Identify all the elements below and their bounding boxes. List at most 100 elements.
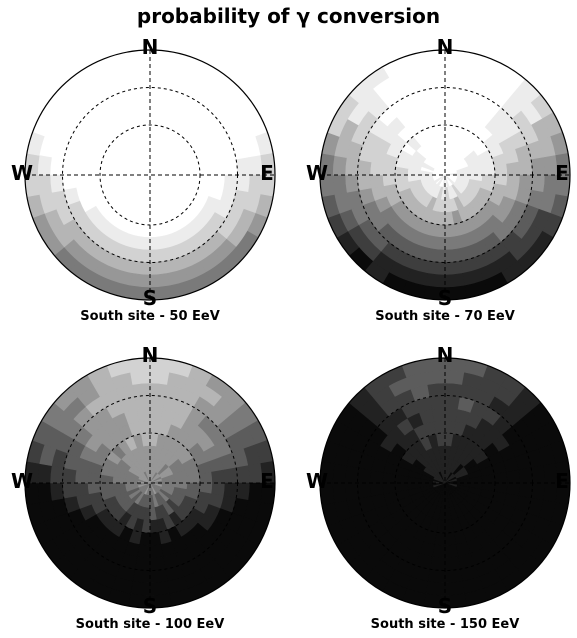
heatmap-cell [74,482,89,497]
panel-caption: South site - 150 EeV [370,617,520,632]
heatmap-cell [332,482,347,503]
heatmap-cell [223,482,238,499]
heatmap-cell [235,157,251,176]
heatmap-cells [24,357,276,609]
heatmap-cell [211,469,226,484]
heatmap-cell [87,482,102,495]
heatmap-cell [132,382,151,398]
heatmap-cell [421,162,435,172]
heatmap-cell [62,467,77,484]
heatmap-cell [357,159,372,176]
heatmap-cell [332,174,347,195]
card-west: W [305,469,329,493]
card-north: N [436,35,454,59]
heatmap-cell [530,174,546,193]
heatmap-cell [344,157,360,176]
card-north: N [141,35,159,59]
heatmap-cell [444,248,461,263]
card-south: S [437,286,453,310]
heatmap-cell [235,174,251,193]
heatmap-cell [444,382,463,398]
panel-100-eev: N E S W South site - 100 EeV [11,343,280,638]
card-west: W [10,161,34,185]
heatmap-cell [444,370,465,385]
heatmap-cell [444,395,461,410]
heatmap-cell [425,370,446,385]
heatmap-cell [382,482,397,495]
heatmap-cell [357,174,372,191]
heatmap-cell [132,568,151,584]
heatmap-cell [444,544,459,559]
heatmap-cell [130,370,151,385]
heatmap-cell [37,174,52,195]
heatmap-cell [433,420,446,435]
heatmap-cell [357,467,372,484]
polar-plot-100-eev [24,357,276,609]
figure-title: probability of γ conversion [136,4,441,28]
heatmap-cell [134,248,151,263]
heatmap-cell [444,223,457,238]
heatmap-cell [357,482,372,499]
heatmap-cell [444,260,463,276]
heatmap-cell [235,482,251,501]
heatmap-cell [344,482,360,501]
heatmap-cell [530,482,546,501]
heatmap-cell [235,465,251,484]
horizon-circle [24,357,276,609]
heatmap-cells [319,66,571,301]
card-south: S [142,286,158,310]
card-north: N [141,343,159,367]
heatmap-cell [387,117,406,136]
heatmap-cell [412,150,427,163]
heatmap-cell [149,382,168,398]
heatmap-cell [332,463,347,484]
heatmap-cell [149,395,166,410]
heatmap-cell [431,407,446,422]
heatmap-cell [344,465,360,484]
heatmap-cell [518,174,533,191]
heatmap-cell [444,236,459,251]
heatmap-cell [223,467,238,484]
heatmap-cell [344,174,360,193]
heatmap-cell [149,236,164,251]
heatmap-cell [518,159,533,176]
heatmap-cell [429,556,446,571]
heatmap-cell [37,155,52,176]
card-east: E [260,161,274,185]
heatmap-cell [49,465,65,484]
heatmap-cell [518,482,533,499]
heatmap-cells [319,357,571,609]
heatmap-cell [429,395,446,410]
heatmap-cell [419,170,434,176]
heatmap-cell [37,482,52,503]
card-east: E [260,469,274,493]
heatmap-cell [493,163,508,176]
heatmap-cell [198,471,213,484]
heatmap-cell [369,482,384,497]
heatmap-cell [149,248,166,263]
card-east: E [555,469,569,493]
heatmap-cell [62,482,77,499]
card-south: S [437,594,453,618]
horizon-circle [319,357,571,609]
heatmap-cell [134,395,151,410]
heatmap-cell [427,568,446,584]
heatmap-cell [429,248,446,263]
heatmap-cell [406,136,422,152]
panel-caption: South site - 50 EeV [80,309,220,324]
horizon-circle [319,49,571,301]
heatmap-cell [134,556,151,571]
heatmap-cell [149,260,168,276]
heatmap-cell [149,544,164,559]
heatmap-cell [444,531,457,546]
polar-plot-70-eev [319,49,571,301]
heatmap-cell [506,161,521,176]
card-west: W [10,469,34,493]
card-north: N [436,343,454,367]
heatmap-cell [530,465,546,484]
panel-50-eev: N E S W South site - 50 EeV [11,35,280,340]
heatmap-cell [149,370,170,385]
horizon-circle [24,49,276,301]
heatmap-cell [136,407,151,422]
heatmap-cell [506,469,521,484]
